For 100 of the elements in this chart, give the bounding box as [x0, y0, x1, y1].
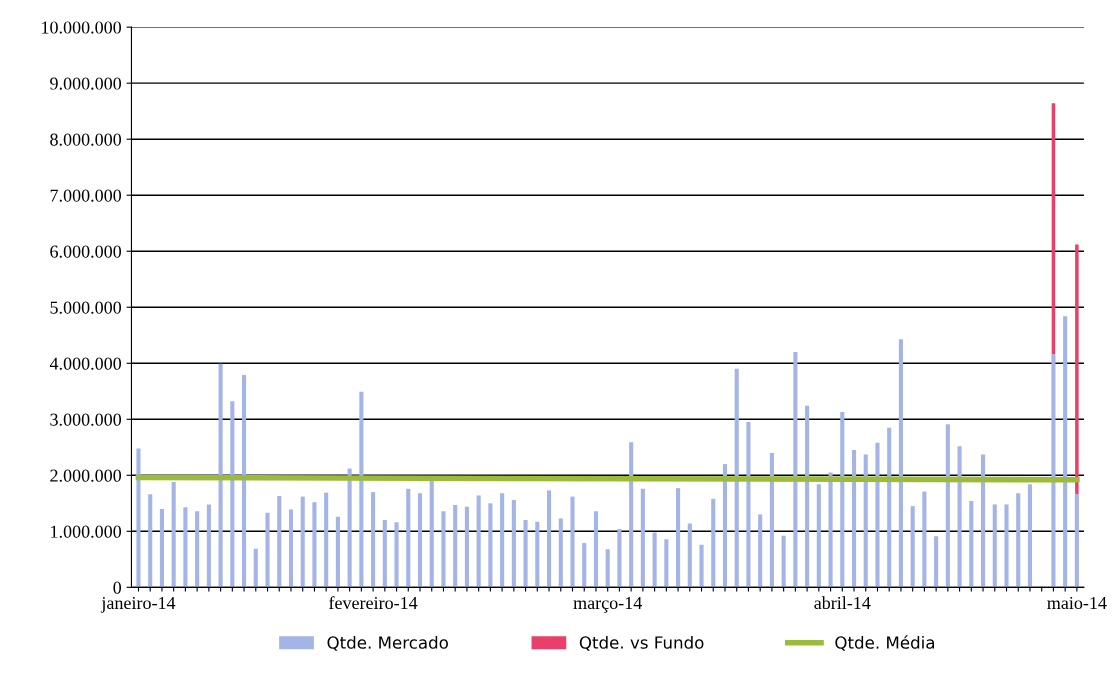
bar [300, 496, 305, 588]
bar [687, 523, 692, 588]
bar [851, 450, 857, 588]
bar [206, 504, 211, 588]
bar [582, 543, 587, 588]
y-tick-label: 1.000.000 [51, 525, 122, 538]
y-tick-label: 2.000.000 [50, 469, 122, 482]
bar [136, 448, 141, 588]
bar [453, 504, 458, 588]
bar [359, 391, 364, 588]
y-tick-label: 10.000.000 [42, 21, 122, 34]
bar [523, 520, 528, 588]
bar [910, 506, 915, 588]
y-tick-label: 8.000.000 [50, 133, 122, 146]
bar [277, 496, 282, 588]
bar [1051, 354, 1056, 588]
bar [429, 480, 434, 588]
bar [382, 520, 387, 588]
bar [980, 454, 986, 588]
bar [934, 536, 939, 588]
bar [148, 494, 153, 588]
bar [711, 498, 716, 588]
bar [828, 472, 833, 588]
bar [159, 508, 164, 588]
bar [676, 488, 681, 588]
y-tick-label: 4.000.000 [49, 357, 122, 370]
bar [371, 492, 376, 588]
bar [957, 446, 962, 588]
bar [605, 549, 610, 588]
bar [1004, 504, 1009, 588]
y-tick-label: 6.000.000 [50, 245, 122, 258]
x-tick-label: março-14 [573, 596, 642, 613]
y-tick-label: 9.000.000 [50, 77, 122, 90]
bar [183, 507, 188, 588]
bar [441, 511, 446, 588]
bar [922, 491, 927, 588]
bar [992, 504, 997, 588]
bar [1027, 484, 1033, 588]
bar [546, 490, 552, 588]
bar [969, 501, 974, 588]
bar [640, 488, 645, 588]
bar [265, 512, 270, 588]
bar [769, 452, 774, 588]
legend-label: Qtde. Mercado [327, 635, 448, 651]
bar [593, 511, 599, 588]
bar [324, 492, 329, 588]
bar [535, 521, 540, 588]
bar [488, 503, 493, 588]
bar [793, 352, 798, 588]
bar [664, 539, 669, 588]
y-tick-label: 0 [113, 581, 122, 594]
bar [335, 516, 340, 588]
bar [805, 405, 810, 588]
x-tick-label: maio-14 [1047, 596, 1107, 610]
bar [734, 368, 739, 588]
bar [758, 514, 763, 588]
bar [558, 518, 563, 588]
bar [1063, 316, 1068, 588]
bar [840, 412, 845, 588]
bar [1074, 494, 1079, 588]
bar [898, 339, 903, 588]
bar [570, 496, 575, 588]
y-tick-label: 7.000.000 [50, 189, 122, 202]
bar [816, 484, 821, 588]
bar [171, 482, 176, 588]
legend-label: Qtde. Média [835, 635, 934, 651]
bar [875, 442, 880, 588]
bar [476, 495, 481, 588]
bar [253, 548, 258, 588]
bar [1016, 493, 1021, 588]
bar [781, 535, 786, 588]
bar [722, 464, 728, 588]
x-tick-label: janeiro-14 [100, 596, 176, 613]
bar [394, 522, 399, 588]
y-tick-label: 3.000.000 [50, 413, 122, 426]
bar [218, 363, 223, 588]
bar [230, 401, 235, 588]
bar [500, 493, 505, 588]
bar [746, 422, 751, 588]
bar [406, 488, 411, 588]
bar [195, 511, 200, 588]
bar [887, 427, 892, 588]
bar [347, 468, 352, 588]
bar [863, 454, 868, 588]
bar [945, 424, 950, 588]
bar [511, 499, 516, 588]
bar [242, 375, 247, 588]
bar [652, 532, 657, 588]
bar [288, 509, 294, 588]
x-tick-label: fevereiro-14 [329, 596, 418, 610]
bar [312, 502, 317, 588]
x-tick-label: abril-14 [814, 596, 871, 610]
bar [629, 442, 634, 588]
bar [417, 493, 423, 588]
bar [1075, 244, 1079, 495]
bar [464, 506, 469, 588]
bar [699, 544, 704, 588]
bar [617, 529, 622, 588]
legend-label: Qtde. vs Fundo [579, 635, 704, 651]
y-tick-label: 5.000.000 [50, 301, 122, 314]
